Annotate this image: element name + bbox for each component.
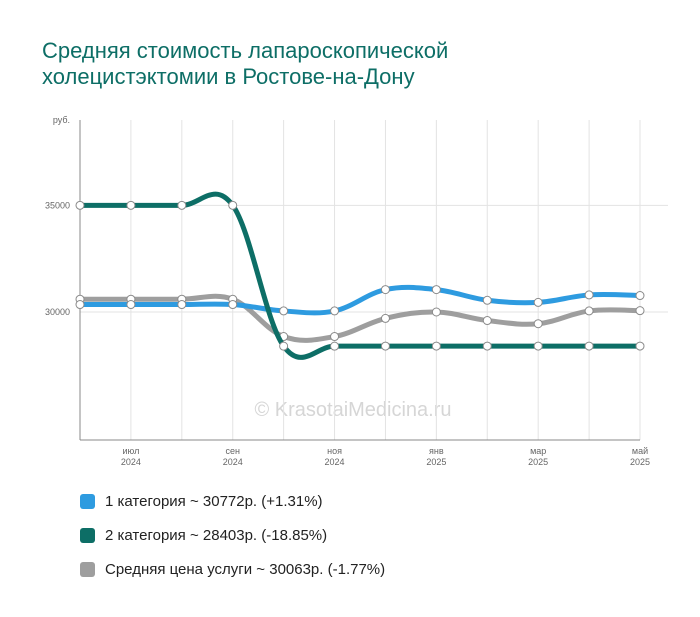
data-point[interactable] xyxy=(330,341,340,351)
data-point[interactable] xyxy=(380,313,390,323)
line-chart: © KrasotaiMedicina.ru 3500030000руб.июл2… xyxy=(45,115,668,467)
data-point[interactable] xyxy=(584,290,594,300)
chart-title-line-1: Средняя стоимость лапароскопической xyxy=(42,38,449,63)
axes: 3500030000руб.июл2024сен2024ноя2024янв20… xyxy=(45,115,650,467)
series-group xyxy=(75,191,645,360)
data-point[interactable] xyxy=(431,341,441,351)
data-point[interactable] xyxy=(635,306,645,316)
x-tick-label-month: янв xyxy=(429,446,444,456)
data-point[interactable] xyxy=(330,332,340,342)
data-point[interactable] xyxy=(584,306,594,316)
legend-swatch-2 xyxy=(80,527,95,543)
data-point[interactable] xyxy=(533,341,543,351)
data-point[interactable] xyxy=(482,295,492,305)
legend-label-1: 1 категория ~ 30772р. (+1.31%) xyxy=(105,492,323,510)
legend-item-1[interactable]: 1 категория ~ 30772р. (+1.31%) xyxy=(80,484,385,518)
data-point[interactable] xyxy=(431,307,441,317)
data-point[interactable] xyxy=(75,200,85,210)
series-line xyxy=(77,191,643,360)
data-point[interactable] xyxy=(635,291,645,301)
chart-title-line-2: холецистэктомии в Ростове-на-Дону xyxy=(42,64,415,89)
legend-item-3[interactable]: Средняя цена услуги ~ 30063р. (-1.77%) xyxy=(80,552,385,586)
data-point[interactable] xyxy=(177,200,187,210)
data-point[interactable] xyxy=(279,306,289,316)
legend-label-3: Средняя цена услуги ~ 30063р. (-1.77%) xyxy=(105,560,386,578)
x-tick-label-month: май xyxy=(632,446,648,456)
data-point[interactable] xyxy=(177,300,187,310)
data-point[interactable] xyxy=(431,285,441,295)
grid xyxy=(80,120,668,440)
data-point[interactable] xyxy=(533,319,543,329)
data-point[interactable] xyxy=(533,297,543,307)
data-point[interactable] xyxy=(126,300,136,310)
x-tick-label-year: 2025 xyxy=(630,457,650,467)
data-point[interactable] xyxy=(635,341,645,351)
x-tick-label-year: 2024 xyxy=(325,457,345,467)
x-tick-label-month: мар xyxy=(530,446,546,456)
data-point[interactable] xyxy=(228,200,238,210)
legend-label-2: 2 категория ~ 28403р. (-18.85%) xyxy=(105,526,328,544)
data-point[interactable] xyxy=(380,341,390,351)
x-tick-label-month: сен xyxy=(225,446,240,456)
data-point[interactable] xyxy=(482,341,492,351)
legend: 1 категория ~ 30772р. (+1.31%) 2 категор… xyxy=(80,484,385,586)
chart-title: Средняя стоимость лапароскопической холе… xyxy=(42,38,642,90)
y-tick-label: 30000 xyxy=(45,307,70,317)
x-tick-label-year: 2024 xyxy=(121,457,141,467)
legend-swatch-3 xyxy=(80,561,95,577)
y-unit-label: руб. xyxy=(53,115,70,125)
data-point[interactable] xyxy=(584,341,594,351)
legend-swatch-1 xyxy=(80,493,95,509)
series-1 xyxy=(75,284,645,316)
x-tick-label-year: 2025 xyxy=(528,457,548,467)
data-point[interactable] xyxy=(228,300,238,310)
x-tick-label-year: 2024 xyxy=(223,457,243,467)
x-tick-label-year: 2025 xyxy=(426,457,446,467)
x-tick-label-month: ноя xyxy=(327,446,342,456)
data-point[interactable] xyxy=(126,200,136,210)
x-tick-label-month: июл xyxy=(122,446,139,456)
data-point[interactable] xyxy=(380,285,390,295)
y-tick-label: 35000 xyxy=(45,200,70,210)
data-point[interactable] xyxy=(482,316,492,326)
series-2 xyxy=(75,191,645,360)
data-point[interactable] xyxy=(279,341,289,351)
data-point[interactable] xyxy=(330,306,340,316)
watermark: © KrasotaiMedicina.ru xyxy=(254,399,451,421)
data-point[interactable] xyxy=(75,300,85,310)
legend-item-2[interactable]: 2 категория ~ 28403р. (-18.85%) xyxy=(80,518,385,552)
